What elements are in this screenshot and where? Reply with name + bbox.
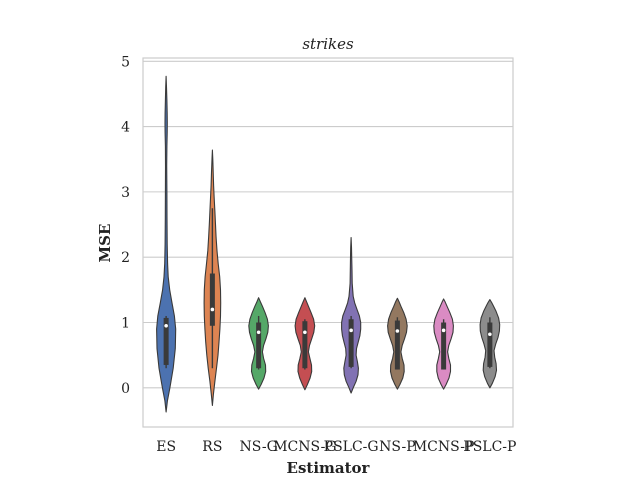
violin-iqr-box	[487, 322, 493, 367]
violin-iqr-box	[256, 322, 262, 369]
y-tick-label: 0	[121, 381, 130, 397]
y-axis-label: MSE	[96, 224, 114, 263]
y-tick-label: 4	[121, 120, 130, 136]
violin-median-point	[256, 330, 261, 335]
x-tick-label: NS-G	[239, 439, 277, 455]
violin-iqr-box	[348, 319, 354, 367]
violin-es	[156, 75, 177, 413]
y-tick-label: 3	[121, 185, 130, 201]
x-tick-label: PSLC-G	[324, 439, 379, 455]
violin-median-point	[349, 328, 353, 333]
violin-iqr-box	[302, 321, 308, 369]
violin-median-point	[395, 329, 400, 333]
x-tick-label: ES	[156, 439, 176, 455]
violin-median-point	[164, 323, 168, 328]
y-tick-label: 1	[121, 316, 130, 332]
violin-series	[156, 75, 501, 413]
x-tick-label: RS	[202, 439, 222, 455]
x-axis-label: Estimator	[287, 459, 371, 477]
violin-median-point	[303, 330, 307, 335]
violin-median-point	[488, 332, 492, 337]
violin-median-point	[441, 328, 446, 333]
violin-iqr-box	[163, 317, 169, 365]
x-tick-label: MCNS-G	[273, 439, 336, 455]
grid-lines	[143, 60, 513, 389]
chart-title: strikes	[302, 35, 354, 53]
violin-iqr-box	[394, 320, 400, 370]
y-tick-label: 2	[121, 250, 130, 266]
x-tick-label: MCNS-P	[413, 439, 475, 455]
violin-pslc-g	[341, 237, 362, 394]
y-tick-labels: 0 1 2 3 4 5	[121, 54, 130, 397]
x-tick-label: NS-P	[379, 439, 416, 455]
x-tick-label: PSLC-P	[463, 439, 516, 455]
violin-median-point	[210, 307, 215, 312]
violin-iqr-box	[209, 273, 215, 326]
y-tick-label: 5	[121, 54, 130, 70]
plot-frame	[142, 57, 514, 428]
violin-iqr-box	[441, 322, 447, 370]
